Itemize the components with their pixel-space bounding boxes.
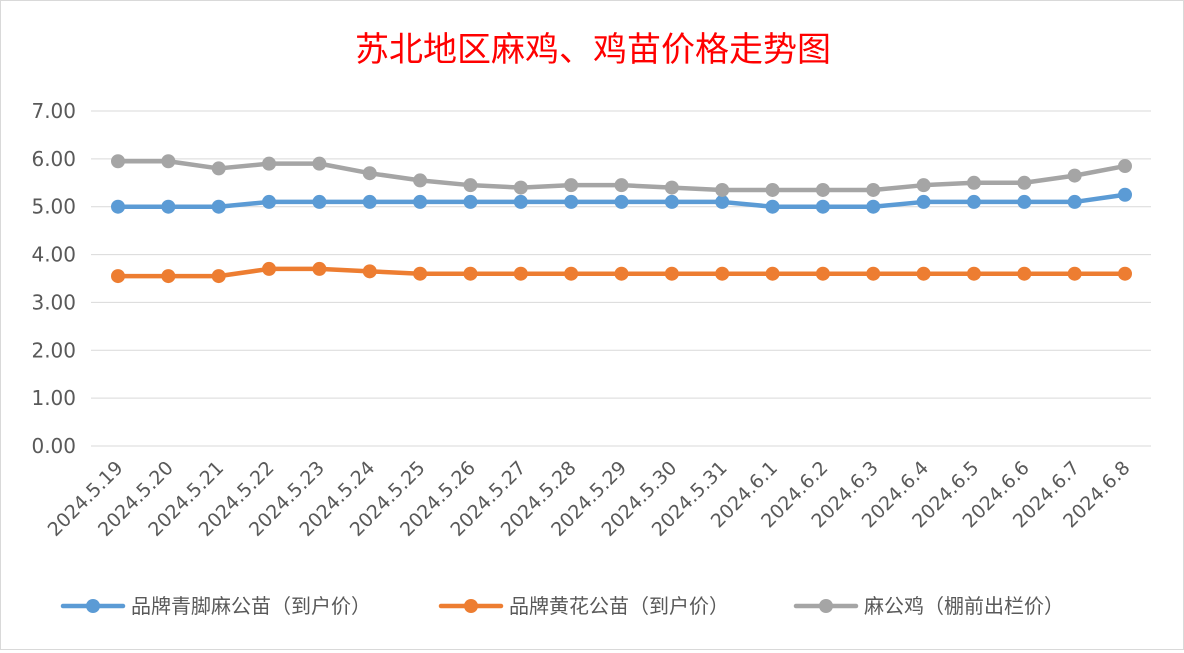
y-tick-label: 3.00 (31, 290, 76, 314)
data-point (312, 261, 327, 276)
data-point (866, 266, 881, 281)
data-point (765, 199, 780, 214)
data-point (362, 264, 377, 279)
data-point (111, 154, 125, 169)
data-point (765, 266, 780, 281)
x-axis-tick-labels: 2024.5.192024.5.202024.5.212024.5.222024… (44, 457, 1135, 541)
data-point (614, 266, 629, 281)
data-point (463, 194, 478, 209)
data-point (161, 199, 176, 214)
data-point (463, 178, 478, 193)
data-point (262, 194, 277, 209)
data-point (715, 182, 730, 197)
legend-swatch-marker (819, 599, 833, 613)
legend-item-1: 品牌青脚麻公苗（到户价） (60, 594, 371, 618)
data-point (161, 154, 176, 169)
data-point (966, 266, 981, 281)
data-point (262, 156, 277, 171)
data-point (312, 156, 327, 171)
data-point (564, 266, 579, 281)
legend-label: 麻公鸡（棚前出栏价） (864, 594, 1064, 618)
legend-swatch-marker (86, 599, 100, 613)
data-point (664, 194, 679, 209)
data-point (664, 180, 679, 195)
data-point (211, 269, 226, 284)
data-point (614, 178, 629, 193)
data-point (916, 178, 931, 193)
data-point (916, 266, 931, 281)
legend-item-2: 品牌黄花公苗（到户价） (438, 594, 729, 618)
data-point (463, 266, 478, 281)
data-point (1067, 168, 1082, 183)
y-tick-label: 4.00 (31, 243, 76, 267)
data-point (413, 266, 428, 281)
data-point (715, 266, 730, 281)
data-point (815, 182, 830, 197)
y-axis-tick-labels: 0.00 1.00 2.00 3.00 4.00 5.00 6.00 7.00 (31, 99, 76, 458)
legend-swatch-marker (464, 599, 478, 613)
legend: 品牌青脚麻公苗（到户价） 品牌黄花公苗（到户价） 麻公鸡（棚前出栏价） (60, 594, 1064, 618)
series-1 (111, 187, 1132, 214)
y-tick-label: 0.00 (31, 434, 76, 458)
data-point (1067, 266, 1082, 281)
data-point (111, 199, 125, 214)
legend-label: 品牌青脚麻公苗（到户价） (131, 594, 371, 618)
data-point (1118, 159, 1132, 174)
data-point (1017, 194, 1032, 209)
data-point (866, 182, 881, 197)
data-point (614, 194, 629, 209)
data-point (765, 182, 780, 197)
y-tick-label: 2.00 (31, 338, 76, 362)
data-point (513, 194, 528, 209)
series-group (111, 154, 1132, 284)
data-point (1118, 266, 1132, 281)
data-point (413, 173, 428, 188)
data-point (564, 194, 579, 209)
data-point (815, 266, 830, 281)
data-point (564, 178, 579, 193)
data-point (211, 199, 226, 214)
data-point (1017, 266, 1032, 281)
data-point (513, 266, 528, 281)
legend-label: 品牌黄花公苗（到户价） (509, 594, 729, 618)
data-point (161, 269, 176, 284)
y-tick-label: 1.00 (31, 386, 76, 410)
data-point (211, 161, 226, 176)
data-point (262, 261, 277, 276)
data-point (1017, 175, 1032, 190)
data-point (664, 266, 679, 281)
data-point (966, 194, 981, 209)
chart-title: 苏北地区麻鸡、鸡苗价格走势图 (355, 30, 831, 70)
data-point (362, 166, 377, 181)
data-point (815, 199, 830, 214)
y-tick-label: 5.00 (31, 195, 76, 219)
data-point (513, 180, 528, 195)
legend-item-3: 麻公鸡（棚前出栏价） (793, 594, 1064, 618)
data-point (916, 194, 931, 209)
series-3 (111, 154, 1132, 197)
data-point (966, 175, 981, 190)
y-tick-label: 7.00 (31, 99, 76, 123)
data-point (362, 194, 377, 209)
y-tick-label: 6.00 (31, 147, 76, 171)
series-2 (111, 261, 1132, 284)
data-point (715, 194, 730, 209)
data-point (1067, 194, 1082, 209)
data-point (1118, 187, 1132, 202)
data-point (312, 194, 327, 209)
data-point (111, 269, 125, 284)
data-point (413, 194, 428, 209)
data-point (866, 199, 881, 214)
